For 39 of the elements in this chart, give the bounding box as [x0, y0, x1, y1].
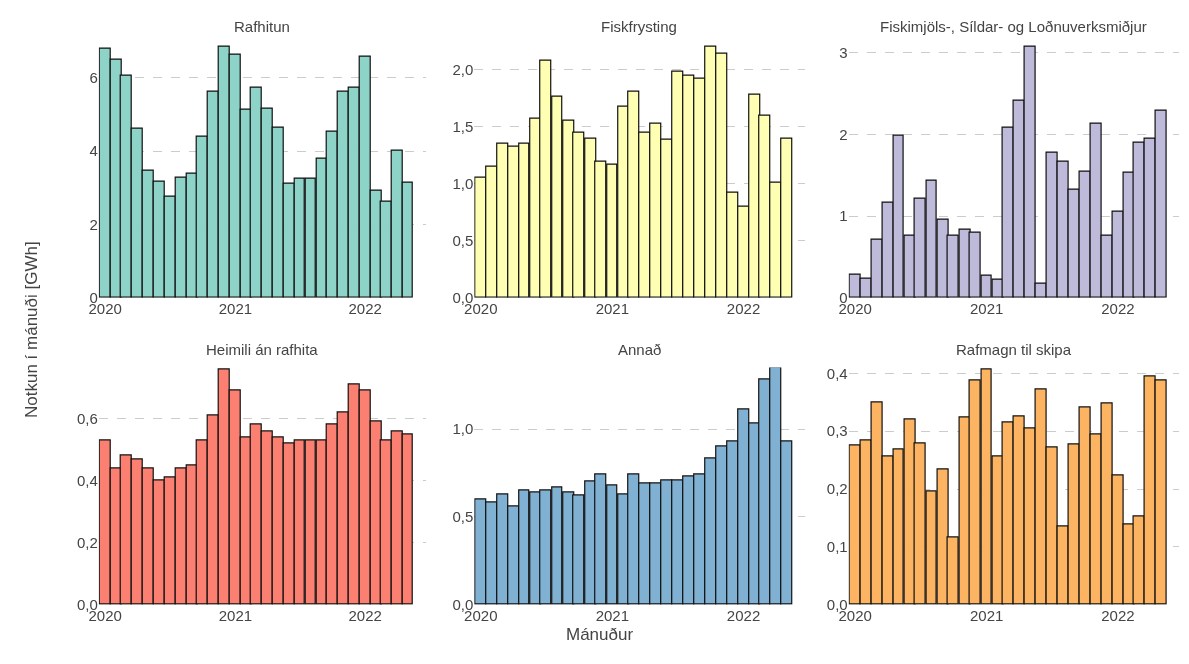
x-tick-label: 2022 [348, 606, 382, 624]
x-tick-label: 2021 [218, 299, 253, 317]
x-tick-label: 2021 [595, 606, 630, 624]
y-tick-label: 0,3 [826, 422, 848, 440]
chart-title: Fiskimjöls-, Síldar- og Loðnuverksmiðjur [880, 18, 1147, 35]
y-tick-label: 0,5 [452, 232, 474, 250]
x-tick-label: 2021 [970, 299, 1004, 317]
y-tick-label: 2 [89, 215, 98, 233]
chart-title: Rafmagn til skipa [956, 341, 1072, 358]
chart-title: Annað [618, 341, 662, 358]
y-tick-label: 1,0 [452, 175, 474, 193]
y-tick-label: 4 [89, 142, 98, 160]
x-tick-label: 2021 [595, 299, 630, 317]
x-tick-label: 2022 [726, 299, 761, 317]
y-tick-label: 0,6 [76, 409, 98, 427]
y-tick-label: 3 [839, 44, 848, 62]
x-tick-label: 2021 [218, 606, 253, 624]
y-tick-label: 2,0 [452, 60, 474, 78]
y-tick-label: 0,4 [826, 364, 848, 382]
y-tick-label: 0,1 [826, 538, 848, 556]
y-tick-label: 1 [839, 207, 848, 225]
y-tick-label: 0,2 [76, 534, 98, 552]
x-axis-title: Mánuður [566, 625, 634, 644]
x-tick-label: 2022 [1101, 299, 1135, 317]
x-tick-label: 2022 [726, 606, 761, 624]
chart-title: Heimili án rafhita [206, 341, 319, 358]
x-tick-label: 2022 [1101, 606, 1135, 624]
y-tick-label: 0,2 [826, 480, 848, 498]
y-tick-label: 0,4 [76, 471, 98, 489]
y-tick-label: 1,5 [452, 118, 474, 136]
y-tick-label: 1,0 [452, 420, 474, 438]
y-tick-label: 0,5 [452, 508, 474, 526]
x-tick-label: 2021 [970, 606, 1004, 624]
chart-title: Rafhitun [234, 18, 290, 35]
y-tick-label: 2 [839, 125, 848, 143]
chart-title: Fiskfrysting [601, 18, 677, 35]
x-tick-label: 2022 [348, 299, 382, 317]
y-tick-label: 6 [89, 68, 98, 86]
y-axis-title: Notkun í mánuði [GWh] [22, 241, 41, 418]
